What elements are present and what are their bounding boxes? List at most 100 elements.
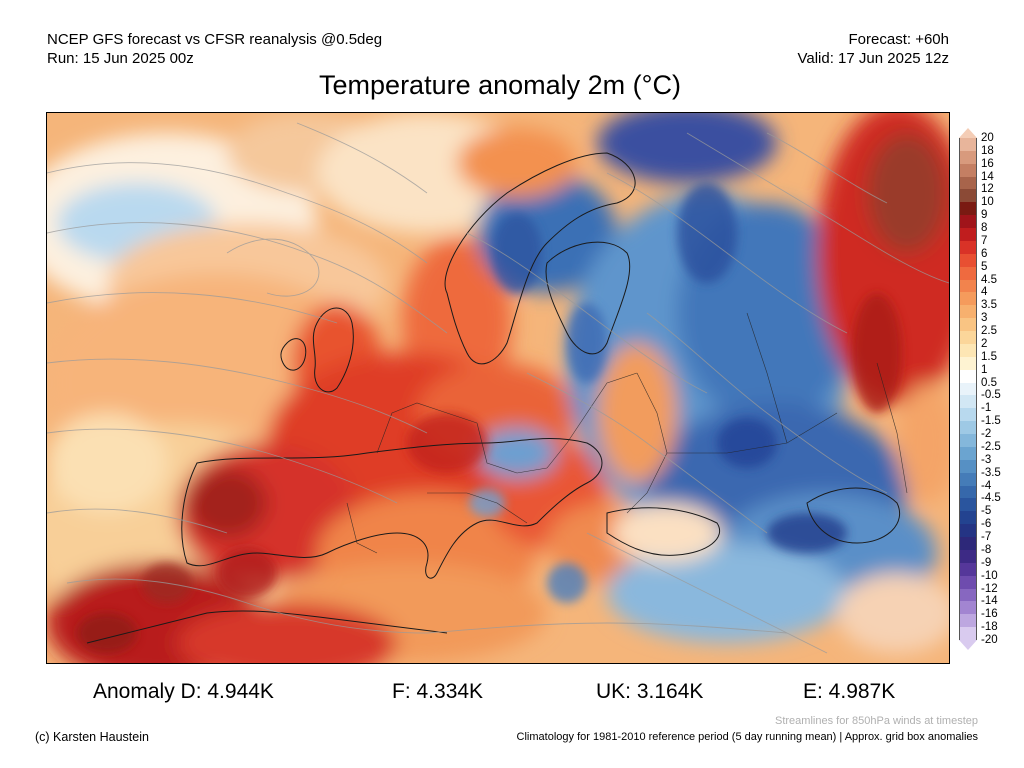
colorbar-tick-label: 1 <box>981 363 988 376</box>
stat-france: F: 4.334K <box>392 680 484 703</box>
colorbar-tick-label: -9 <box>981 556 992 569</box>
colorbar-tick-label: 2 <box>981 337 988 350</box>
colorbar-tick-label: 5 <box>981 260 988 273</box>
run-time: Run: 15 Jun 2025 00z <box>47 50 194 67</box>
colorbar-segment <box>959 356 977 370</box>
colorbar-tick-label: -12 <box>981 582 998 595</box>
model-description: NCEP GFS forecast vs CFSR reanalysis @0.… <box>47 31 383 48</box>
forecast-hour: Forecast: +60h <box>848 31 949 48</box>
colorbar-tick-label: -2.5 <box>981 440 1001 453</box>
colorbar-tick-label: 18 <box>981 144 994 157</box>
colorbar-segment <box>959 549 977 563</box>
stat-germany: Anomaly D: 4.944K <box>93 680 274 703</box>
colorbar-segment <box>959 627 977 640</box>
colorbar-tick-label: 4 <box>981 286 988 299</box>
colorbar-segment <box>959 253 977 267</box>
colorbar-tick-label: 3.5 <box>981 299 997 312</box>
colorbar-segment <box>959 446 977 460</box>
colorbar-tick-label: -14 <box>981 595 998 608</box>
colorbar-segment <box>959 459 977 473</box>
colorbar-tick-label: -5 <box>981 505 992 518</box>
colorbar-segment <box>959 176 977 190</box>
colorbar-segment <box>959 331 977 344</box>
streamlines-note: Streamlines for 850hPa winds at timestep <box>775 715 978 727</box>
colorbar-tick-label: -2 <box>981 428 992 441</box>
colorbar-tick-label: -16 <box>981 608 998 621</box>
colorbar-tick-label: 1.5 <box>981 350 997 363</box>
colorbar-tick-label: 20 <box>981 132 994 144</box>
colorbar-segment <box>959 511 977 525</box>
colorbar-segment <box>959 305 977 319</box>
colorbar-segment <box>959 575 977 589</box>
color-scale-legend <box>959 128 977 650</box>
colorbar-max-arrow <box>959 128 977 138</box>
colorbar-segment <box>959 472 977 486</box>
colorbar-tick-label: 10 <box>981 196 994 209</box>
colorbar-segment <box>959 215 977 229</box>
colorbar-segment <box>959 318 977 332</box>
header-left: NCEP GFS forecast vs CFSR reanalysis @0.… <box>47 30 382 68</box>
colorbar-segment <box>959 279 977 293</box>
country-borders <box>346 312 908 554</box>
climatology-note: Climatology for 1981-2010 reference peri… <box>516 731 978 743</box>
stat-uk: UK: 3.164K <box>596 680 704 703</box>
colorbar-segment <box>959 343 977 357</box>
colorbar-tick-label: 12 <box>981 183 994 196</box>
colorbar-tick-label: -4 <box>981 479 992 492</box>
colorbar-tick-label: 4.5 <box>981 273 997 286</box>
colorbar-segment <box>959 292 977 306</box>
colorbar-segment <box>959 485 977 499</box>
colorbar-tick-label: -8 <box>981 543 992 556</box>
colorbar-segment <box>959 395 977 409</box>
colorbar-tick-label: 14 <box>981 170 994 183</box>
colorbar-segment <box>959 537 977 550</box>
header-right: Forecast: +60h Valid: 17 Jun 2025 12z <box>797 30 949 68</box>
anomaly-map-canvas <box>47 113 949 663</box>
colorbar-segment <box>959 408 977 422</box>
colorbar-tick-label: -3.5 <box>981 466 1001 479</box>
colorbar-segment <box>959 266 977 280</box>
colorbar-segment <box>959 601 977 615</box>
map-title: Temperature anomaly 2m (°C) <box>319 70 681 100</box>
colorbar-segment <box>959 369 977 383</box>
colorbar-segment <box>959 588 977 602</box>
colorbar-segment <box>959 614 977 628</box>
colorbar-segment <box>959 150 977 164</box>
colorbar-segment <box>959 421 977 435</box>
colorbar-segment <box>959 382 977 396</box>
colorbar-segment <box>959 202 977 216</box>
coastlines <box>86 152 900 644</box>
colorbar-tick-label: -6 <box>981 518 992 531</box>
colorbar-segment <box>959 163 977 177</box>
wind-streamlines <box>47 122 949 654</box>
colorbar-tick-label: 0.5 <box>981 376 997 389</box>
colorbar-tick-label: 3 <box>981 312 988 325</box>
colorbar-tick-label: -1 <box>981 402 992 415</box>
colorbar-tick-label: 8 <box>981 222 988 235</box>
valid-time: Valid: 17 Jun 2025 12z <box>797 50 949 67</box>
colorbar-tick-label: -0.5 <box>981 389 1001 402</box>
colorbar-segment <box>959 228 977 241</box>
colorbar-tick-label: -4.5 <box>981 492 1001 505</box>
colorbar-tick-label: 6 <box>981 247 988 260</box>
copyright-note: (c) Karsten Haustein <box>35 730 149 744</box>
colorbar-segment <box>959 434 977 447</box>
colorbar-segment <box>959 189 977 203</box>
colorbar-segment <box>959 498 977 512</box>
colorbar-tick-label: 16 <box>981 157 994 170</box>
colorbar-segment <box>959 240 977 254</box>
colorbar-segment <box>959 138 977 151</box>
colorbar-min-arrow <box>959 640 977 650</box>
colorbar-tick-label: 7 <box>981 234 988 247</box>
colorbar-tick-label: -1.5 <box>981 415 1001 428</box>
colorbar-tick-label: 9 <box>981 209 988 222</box>
stat-spain: E: 4.987K <box>803 680 896 703</box>
colorbar-segment <box>959 562 977 576</box>
colorbar-tick-label: -7 <box>981 531 992 544</box>
colorbar-segment <box>959 524 977 537</box>
anomaly-map <box>46 112 950 664</box>
anomaly-field <box>47 113 949 663</box>
colorbar-tick-label: -20 <box>981 634 998 646</box>
colorbar-tick-label: -10 <box>981 569 998 582</box>
anomaly-detail <box>77 183 902 653</box>
